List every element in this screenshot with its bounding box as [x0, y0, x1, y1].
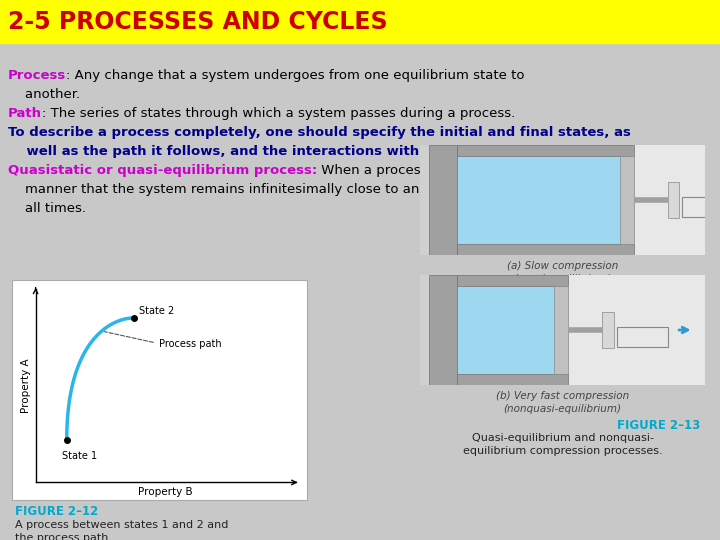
Text: (quasi-equilibrium): (quasi-equilibrium) [513, 274, 612, 284]
Text: the process path.: the process path. [15, 533, 112, 540]
Text: : Any change that a system undergoes from one equilibrium state to: : Any change that a system undergoes fro… [66, 69, 525, 82]
Text: (b) Very fast compression: (b) Very fast compression [496, 391, 629, 401]
Bar [634, 145, 705, 255]
Bar [616, 327, 668, 347]
Bar [457, 286, 557, 374]
Bar [603, 313, 613, 348]
Bar [457, 275, 568, 286]
Text: State 1: State 1 [62, 451, 96, 461]
Bar [457, 244, 634, 255]
Text: (nonquasi-equilibrium): (nonquasi-equilibrium) [503, 404, 621, 414]
Bar [428, 145, 457, 255]
Y-axis label: Property A: Property A [22, 358, 32, 413]
Text: manner that the system remains infinitesimally close to an equilibrium state at: manner that the system remains infinites… [8, 183, 555, 196]
Text: To describe a process completely, one should specify the initial and final state: To describe a process completely, one sh… [8, 126, 631, 139]
Text: 2-5 PROCESSES AND CYCLES: 2-5 PROCESSES AND CYCLES [8, 10, 387, 34]
Bar [457, 156, 622, 244]
Text: FIGURE 2–13: FIGURE 2–13 [617, 419, 700, 432]
Bar [568, 275, 705, 385]
Text: State 2: State 2 [140, 306, 175, 316]
Bar [12, 280, 307, 500]
X-axis label: Property B: Property B [138, 487, 193, 497]
Bar [457, 374, 568, 385]
Text: When a process proceeds in such a: When a process proceeds in such a [318, 164, 557, 177]
Bar [457, 145, 634, 156]
Bar [619, 156, 634, 244]
Bar [0, 0, 720, 43]
Text: Path: Path [8, 107, 42, 120]
Bar [683, 197, 720, 217]
Text: Quasi-equilibrium and nonquasi-: Quasi-equilibrium and nonquasi- [472, 433, 654, 443]
Text: all times.: all times. [8, 202, 86, 215]
Text: Process path: Process path [104, 332, 222, 348]
Text: (a) Slow compression: (a) Slow compression [507, 261, 618, 271]
Text: another.: another. [8, 88, 80, 101]
Bar [668, 183, 680, 218]
Bar [554, 286, 568, 374]
Text: equilibrium compression processes.: equilibrium compression processes. [463, 446, 662, 456]
Text: : The series of states through which a system passes during a process.: : The series of states through which a s… [42, 107, 516, 120]
Text: A process between states 1 and 2 and: A process between states 1 and 2 and [15, 520, 228, 530]
Text: Process: Process [8, 69, 66, 82]
Text: well as the path it follows, and the interactions with the surroundings.: well as the path it follows, and the int… [8, 145, 558, 158]
Text: Quasistatic or quasi-equilibrium process:: Quasistatic or quasi-equilibrium process… [8, 164, 318, 177]
Text: FIGURE 2–12: FIGURE 2–12 [15, 505, 98, 518]
Bar [428, 275, 457, 385]
